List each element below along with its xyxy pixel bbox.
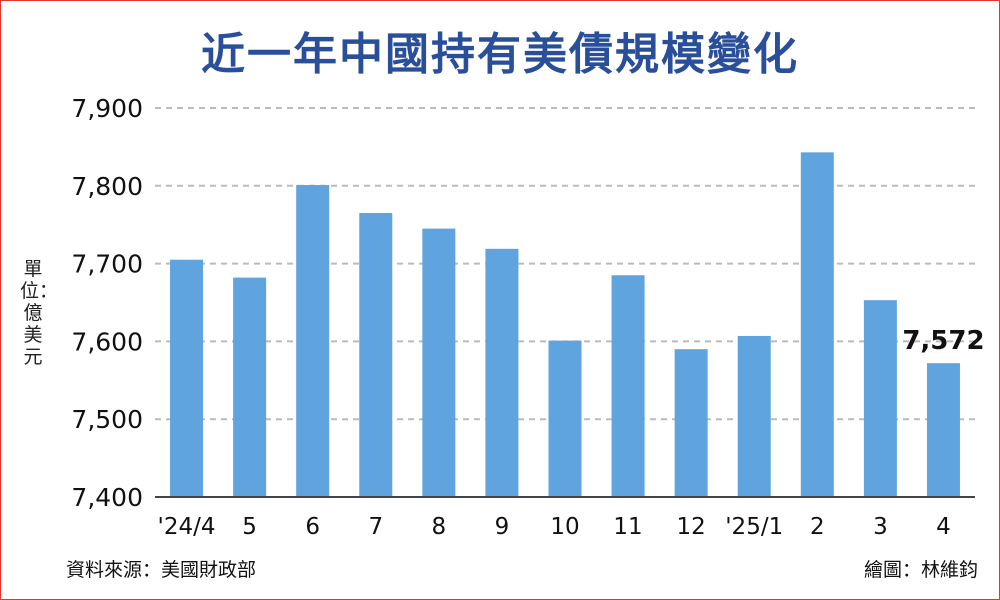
bar <box>233 277 267 497</box>
bar <box>170 259 204 497</box>
bar <box>422 228 456 497</box>
bar <box>863 300 897 497</box>
y-tick-label: 7,500 <box>71 405 143 434</box>
x-tick-label: 10 <box>550 514 579 540</box>
x-tick-label: 3 <box>873 514 888 540</box>
y-tick-label: 7,400 <box>71 483 143 512</box>
x-tick-label: 9 <box>495 514 510 540</box>
x-tick-label: 6 <box>305 514 320 540</box>
bar <box>674 349 708 497</box>
x-tick-label: 5 <box>242 514 257 540</box>
x-tick-label: 8 <box>432 514 447 540</box>
x-tick-label: 4 <box>936 514 951 540</box>
x-tick-label: '25/1 <box>725 514 783 540</box>
y-tick-label: 7,600 <box>71 327 143 356</box>
bar <box>926 363 960 497</box>
bar <box>737 335 771 497</box>
bar <box>296 185 330 497</box>
bar <box>611 275 645 497</box>
chart-title: 近一年中國持有美債規模變化 <box>201 29 799 80</box>
credit-note: 繪圖：林維鈞 <box>863 559 978 581</box>
bar <box>359 213 393 497</box>
source-note: 資料來源：美國財政部 <box>66 559 257 581</box>
x-tick-label: 2 <box>810 514 825 540</box>
x-tick-label: 11 <box>613 514 642 540</box>
x-tick-label: 12 <box>677 514 706 540</box>
x-tick-label: '24/4 <box>158 514 216 540</box>
y-tick-label: 7,900 <box>71 94 143 123</box>
bar <box>485 248 519 497</box>
y-tick-label: 7,800 <box>71 172 143 201</box>
bar <box>548 340 582 497</box>
data-label: 7,572 <box>902 326 984 356</box>
x-tick-label: 7 <box>368 514 383 540</box>
bar <box>800 152 834 497</box>
y-tick-label: 7,700 <box>71 250 143 279</box>
